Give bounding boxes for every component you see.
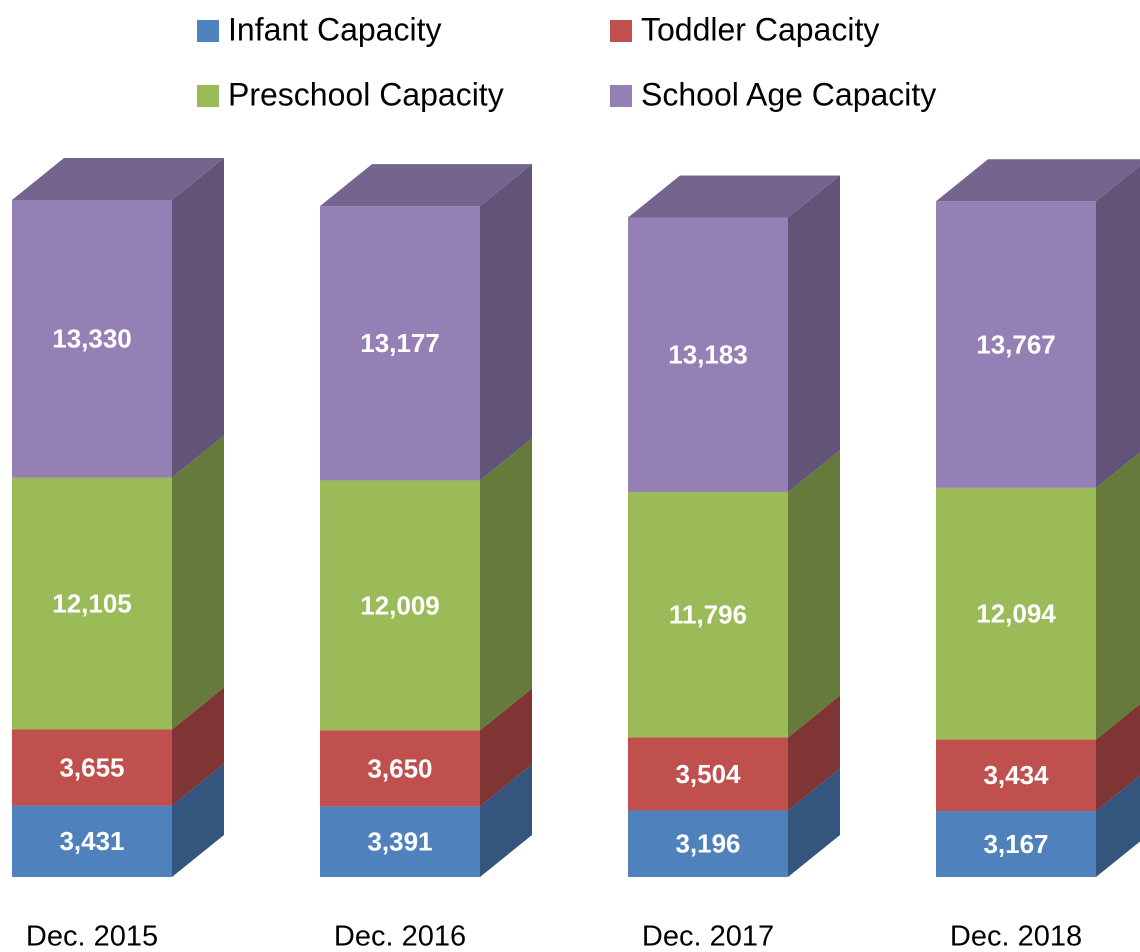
legend-label: Infant Capacity [228, 11, 441, 47]
bar-segment [628, 810, 788, 877]
value-label: 3,504 [675, 759, 741, 789]
bar-side [172, 435, 224, 730]
legend-swatch [610, 85, 632, 107]
bar-top [628, 175, 840, 218]
x-tick-label: Dec. 2017 [642, 921, 774, 952]
bar-top [320, 164, 532, 207]
bar-segment [936, 739, 1096, 812]
bar-side [788, 449, 840, 738]
value-label: 12,094 [976, 599, 1056, 629]
bar-segment [12, 200, 172, 478]
legend-label: School Age Capacity [641, 76, 936, 112]
value-label: 12,009 [360, 590, 440, 620]
bar-segment [12, 477, 172, 730]
bar-side [172, 687, 224, 806]
bar-side [1096, 704, 1140, 812]
bar-top [936, 159, 1140, 202]
x-tick-label: Dec. 2016 [334, 921, 466, 952]
bar-segment [320, 730, 480, 807]
bar-side [480, 764, 532, 877]
legend-swatch [197, 85, 219, 107]
value-label: 13,330 [52, 324, 132, 354]
value-label: 3,655 [59, 752, 124, 782]
bar-segment [628, 737, 788, 811]
value-label: 13,177 [360, 328, 440, 358]
bar-side [788, 695, 840, 811]
value-label: 3,434 [983, 760, 1049, 790]
bar-side [480, 164, 532, 481]
value-label: 3,196 [675, 829, 740, 859]
bar-side [1096, 452, 1140, 740]
bar-segment [628, 217, 788, 492]
value-label: 3,650 [367, 753, 432, 783]
bar-segment [12, 729, 172, 806]
bar-top [12, 158, 224, 200]
legend-label: Toddler Capacity [641, 11, 879, 47]
value-label: 13,183 [668, 340, 748, 370]
value-label: 13,767 [976, 329, 1056, 359]
bar-side [172, 763, 224, 877]
bar-segment [320, 480, 480, 731]
value-label: 3,167 [983, 829, 1048, 859]
bar-side [480, 688, 532, 807]
legend-label: Preschool Capacity [228, 76, 504, 112]
bar-side [788, 768, 840, 877]
bar-side [1096, 165, 1140, 488]
value-label: 3,431 [59, 826, 124, 856]
legend-swatch [197, 20, 219, 42]
bar-side [172, 158, 224, 478]
bar-side [1096, 775, 1140, 877]
bar-segment [628, 491, 788, 738]
bar-side [480, 438, 532, 731]
bar-segment [320, 806, 480, 877]
bar-segment [936, 487, 1096, 740]
bar-side [788, 175, 840, 492]
bar-segment [936, 811, 1096, 877]
x-tick-label: Dec. 2018 [950, 921, 1082, 952]
value-label: 12,105 [52, 588, 132, 618]
bar-segment [936, 201, 1096, 488]
bar-segment [320, 206, 480, 481]
value-label: 3,391 [367, 827, 432, 857]
legend-swatch [610, 20, 632, 42]
bar-segment [12, 805, 172, 877]
x-tick-label: Dec. 2015 [26, 921, 158, 952]
value-label: 11,796 [669, 600, 747, 630]
